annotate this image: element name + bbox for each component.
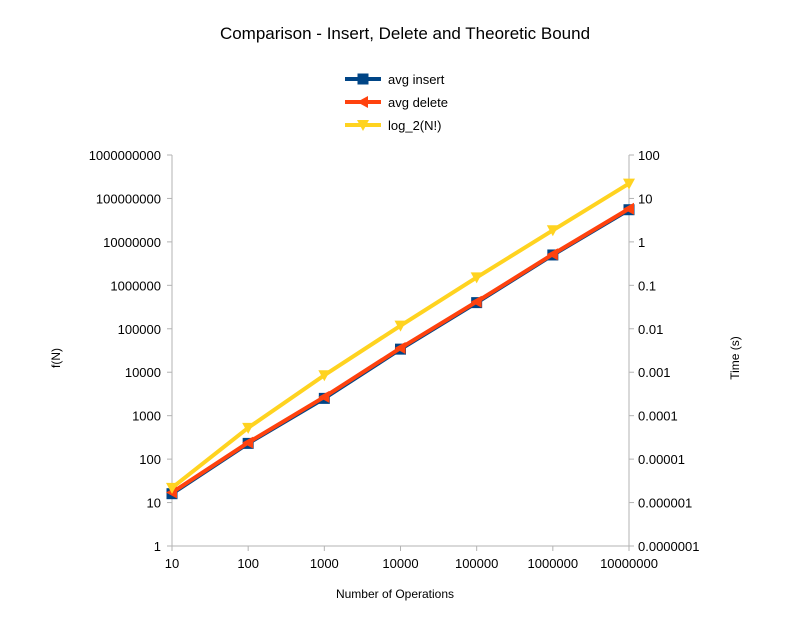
y-tick-label: 100: [139, 452, 161, 467]
legend-label: log_2(N!): [388, 118, 441, 133]
data-point-log-2-n: [166, 482, 178, 494]
series-avg-delete: [166, 202, 634, 499]
data-point-log-2-n: [470, 272, 483, 284]
data-point-log-2-n: [623, 178, 635, 190]
y2-tick-label: 0.001: [638, 365, 671, 380]
data-point-log-2-n: [546, 225, 559, 237]
y-tick-label: 1000000: [110, 278, 161, 293]
y-tick-label: 1000000000: [89, 148, 161, 163]
y-tick-label: 1: [154, 539, 161, 554]
y2-tick-label: 100: [638, 148, 660, 163]
legend: avg insert avg delete log_2(N!): [345, 72, 448, 133]
x-tick-labels: 10 100 1000 10000 100000 1000000 10000000: [165, 546, 658, 571]
x-axis-label: Number of Operations: [336, 587, 454, 601]
y2-tick-label: 0.0000001: [638, 539, 699, 554]
x-tick-label: 10000000: [600, 556, 658, 571]
y2-axis-label: Time (s): [728, 336, 742, 380]
data-point-log-2-n: [318, 370, 331, 382]
y-tick-label: 1000: [132, 409, 161, 424]
y2-tick-label: 0.1: [638, 278, 656, 293]
legend-item-avg-delete: avg delete: [345, 95, 448, 110]
y-tick-label: 100000000: [96, 191, 161, 206]
legend-swatch-marker: [357, 96, 368, 108]
legend-item-avg-insert: avg insert: [345, 72, 445, 87]
legend-label: avg delete: [388, 95, 448, 110]
legend-swatch-marker: [357, 120, 369, 131]
x-tick-label: 100000: [455, 556, 498, 571]
data-point-avg-delete: [318, 390, 330, 403]
series-line-log-2-n: [170, 181, 631, 490]
y2-tick-label: 0.000001: [638, 496, 692, 511]
y2-tick-label: 0.0001: [638, 409, 678, 424]
chart-title: Comparison - Insert, Delete and Theoreti…: [220, 24, 590, 43]
x-tick-label: 1000: [310, 556, 339, 571]
x-tick-label: 1000000: [528, 556, 579, 571]
x-tick-label: 10: [165, 556, 179, 571]
data-point-avg-delete: [470, 295, 482, 308]
y2-tick-labels: 0.0000001 0.000001 0.00001 0.0001 0.001 0.01 0…: [629, 148, 699, 554]
data-point-log-2-n: [242, 422, 255, 434]
series-layer: [166, 178, 635, 500]
series-log-2-n: [166, 178, 635, 494]
legend-label: avg insert: [388, 72, 445, 87]
data-point-log-2-n: [394, 320, 407, 332]
data-point-avg-delete: [242, 436, 254, 449]
data-point-avg-delete: [623, 202, 634, 215]
y2-tick-label: 0.01: [638, 322, 663, 337]
data-point-avg-delete: [394, 342, 406, 355]
y-tick-label: 100000: [118, 322, 161, 337]
y-tick-labels: 1 10 100 1000 10000 100000 1000000 10000000 1000…: [89, 148, 172, 554]
x-tick-label: 100: [237, 556, 259, 571]
y2-tick-label: 10: [638, 191, 652, 206]
y-tick-label: 10000000: [103, 235, 161, 250]
legend-swatch-marker: [357, 73, 369, 85]
y-axis-label: f(N): [49, 348, 63, 368]
y-tick-label: 10: [147, 496, 161, 511]
y2-tick-label: 1: [638, 235, 645, 250]
data-point-avg-delete: [546, 248, 558, 261]
x-tick-label: 10000: [382, 556, 418, 571]
legend-item-log-2-n: log_2(N!): [345, 118, 441, 133]
y2-tick-label: 0.00001: [638, 452, 685, 467]
y-tick-label: 10000: [125, 365, 161, 380]
